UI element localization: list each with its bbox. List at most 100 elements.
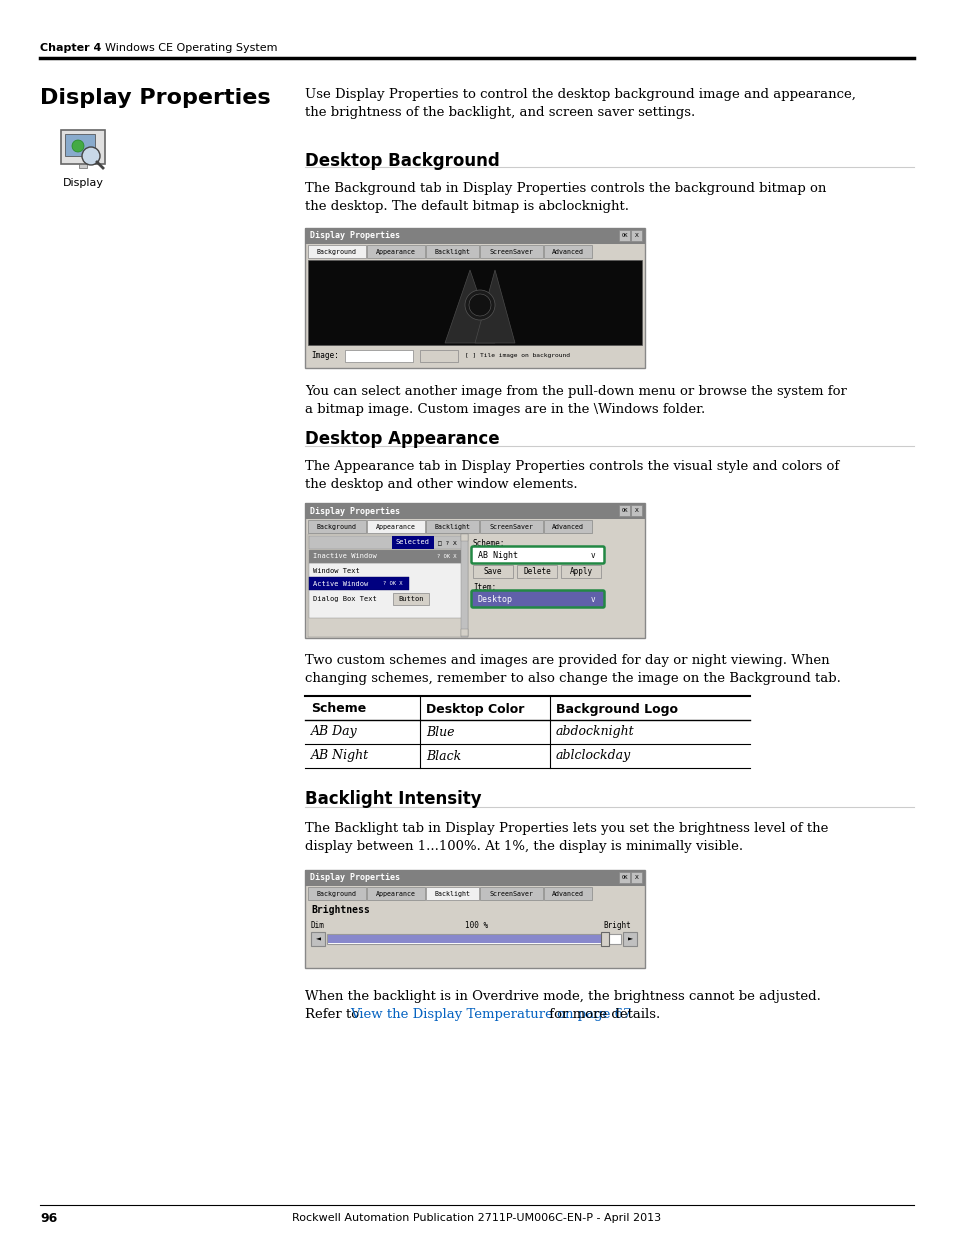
Bar	[560, 564, 600, 578]
Bar	[473, 564, 513, 578]
Text: The Appearance tab in Display Properties controls the visual style and colors of: The Appearance tab in Display Properties…	[305, 459, 839, 492]
Text: Advanced: Advanced	[552, 249, 583, 254]
Text: Background: Background	[316, 249, 356, 254]
Text: Inactive Window: Inactive Window	[313, 553, 376, 559]
Text: Appearance: Appearance	[375, 524, 416, 530]
Text: Selected: Selected	[395, 540, 430, 546]
Bar	[479, 887, 542, 900]
Bar	[305, 869, 644, 885]
Text: Windows CE Operating System: Windows CE Operating System	[105, 43, 277, 53]
FancyBboxPatch shape	[471, 590, 604, 608]
Bar	[61, 130, 105, 164]
Text: Backlight: Backlight	[434, 249, 470, 254]
Polygon shape	[475, 270, 515, 343]
Text: [ ] Tile image on background: [ ] Tile image on background	[464, 353, 569, 358]
Bar	[308, 534, 468, 637]
Bar	[460, 534, 468, 541]
Text: Delete: Delete	[522, 567, 550, 576]
Bar	[305, 869, 644, 968]
Bar	[65, 135, 95, 156]
Bar	[393, 593, 429, 605]
Text: ScreenSaver: ScreenSaver	[489, 890, 533, 897]
Text: v: v	[590, 551, 595, 559]
Circle shape	[469, 294, 491, 316]
Bar	[630, 505, 641, 516]
Text: for more details.: for more details.	[544, 1008, 659, 1021]
Bar	[419, 350, 457, 362]
Text: Window Text: Window Text	[313, 568, 359, 574]
Bar	[392, 536, 434, 550]
Text: Backlight: Backlight	[434, 890, 470, 897]
Text: Backlight Intensity: Backlight Intensity	[305, 790, 481, 808]
Bar	[543, 887, 592, 900]
Text: Advanced: Advanced	[552, 890, 583, 897]
Text: Brightness: Brightness	[311, 905, 370, 915]
Text: Blue: Blue	[426, 725, 454, 739]
Text: □ ? X: □ ? X	[437, 540, 456, 545]
Bar	[630, 230, 641, 241]
Bar	[426, 887, 478, 900]
Text: Appearance: Appearance	[375, 890, 416, 897]
Text: ►: ►	[627, 935, 632, 944]
Text: Display Properties: Display Properties	[310, 506, 399, 515]
Text: Scheme:: Scheme:	[473, 538, 505, 548]
Text: Display Properties: Display Properties	[40, 88, 271, 107]
Text: Disabled: Disabled	[350, 540, 384, 546]
Bar	[305, 228, 644, 245]
Text: The Backlight tab in Display Properties lets you set the brightness level of the: The Backlight tab in Display Properties …	[305, 823, 827, 853]
Bar	[479, 520, 542, 534]
Text: AB Night: AB Night	[311, 750, 369, 762]
Text: Desktop Color: Desktop Color	[426, 703, 524, 715]
Bar	[618, 872, 629, 883]
Bar	[328, 935, 601, 944]
Bar	[630, 872, 641, 883]
Text: Save: Save	[483, 567, 501, 576]
Text: Display Properties: Display Properties	[310, 873, 399, 883]
Bar	[309, 563, 463, 618]
Bar	[309, 536, 463, 550]
Text: abdocknight: abdocknight	[556, 725, 634, 739]
Bar	[308, 245, 366, 258]
Bar	[308, 261, 641, 345]
Bar	[460, 534, 468, 637]
Bar	[618, 230, 629, 241]
Text: 96: 96	[40, 1212, 57, 1224]
Text: When the backlight is in Overdrive mode, the brightness cannot be adjusted.: When the backlight is in Overdrive mode,…	[305, 990, 820, 1003]
Text: You can select another image from the pull-down menu or browse the system for
a : You can select another image from the pu…	[305, 385, 846, 416]
Circle shape	[71, 140, 84, 152]
Bar	[426, 245, 478, 258]
Text: The Background tab in Display Properties controls the background bitmap on
the d: The Background tab in Display Properties…	[305, 182, 825, 212]
Text: Two custom schemes and images are provided for day or night viewing. When
changi: Two custom schemes and images are provid…	[305, 655, 840, 685]
Polygon shape	[444, 270, 495, 343]
Text: Rockwell Automation Publication 2711P-UM006C-EN-P - April 2013: Rockwell Automation Publication 2711P-UM…	[293, 1213, 660, 1223]
Text: Scheme: Scheme	[311, 703, 366, 715]
Text: Image:: Image:	[311, 352, 338, 361]
Circle shape	[464, 290, 495, 320]
Bar	[309, 550, 463, 563]
Bar	[305, 503, 644, 638]
Text: AB Day: AB Day	[311, 725, 357, 739]
Circle shape	[82, 147, 100, 165]
Text: v: v	[408, 353, 412, 359]
Text: Appearance: Appearance	[375, 249, 416, 254]
Text: 100 %: 100 %	[464, 920, 488, 930]
Bar	[308, 887, 366, 900]
Text: Active Window: Active Window	[313, 580, 368, 587]
Bar	[345, 350, 413, 362]
Text: ? OK X: ? OK X	[382, 580, 402, 585]
Text: Apply: Apply	[569, 567, 592, 576]
Text: Browse...: Browse...	[420, 353, 456, 359]
Text: Desktop Background: Desktop Background	[305, 152, 499, 170]
Bar	[479, 245, 542, 258]
Text: abclocknight: abclocknight	[349, 353, 399, 359]
Text: AB Night: AB Night	[477, 551, 517, 559]
Bar	[460, 629, 468, 636]
Bar	[311, 932, 325, 946]
Text: Display Properties: Display Properties	[310, 231, 399, 241]
Text: Dialog Box Text: Dialog Box Text	[313, 597, 376, 601]
Text: ScreenSaver: ScreenSaver	[489, 524, 533, 530]
Bar	[308, 520, 366, 534]
Text: OK: OK	[620, 876, 627, 881]
Bar	[367, 245, 424, 258]
Text: Background Logo: Background Logo	[556, 703, 678, 715]
